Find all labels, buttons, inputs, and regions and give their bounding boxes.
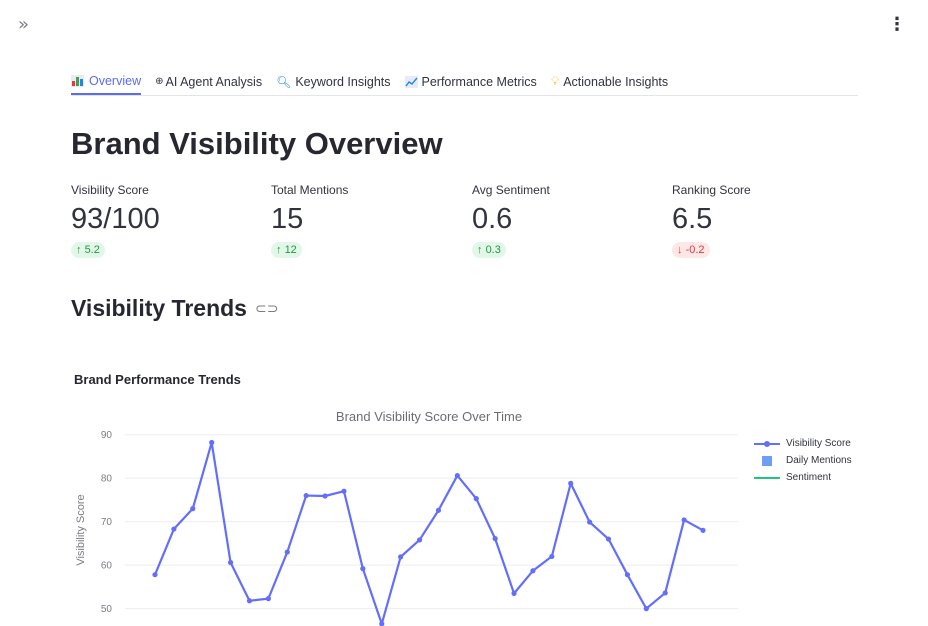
metric-visibility-score: Visibility Score 93/100 ↑ 5.2 [71, 183, 261, 258]
legend-swatch-bar [754, 455, 780, 466]
arrow-up-icon: ↑ [76, 244, 82, 256]
data-point[interactable] [322, 493, 328, 499]
page-title: Brand Visibility Overview [71, 126, 443, 161]
data-point[interactable] [624, 572, 631, 578]
legend-swatch-line [754, 473, 780, 483]
legend-label: Sentiment [786, 472, 832, 483]
data-point[interactable] [473, 496, 479, 502]
data-point[interactable] [662, 590, 668, 596]
data-point[interactable] [227, 559, 234, 566]
data-point[interactable] [681, 517, 687, 523]
section-title: Visibility Trends ⊂⊃ [71, 295, 278, 322]
metric-value: 93/100 [71, 203, 160, 235]
tab-ai-agent-analysis[interactable]: ⊕ AI Agent Analysis [155, 64, 262, 95]
metric-delta-value: -0.2 [685, 244, 705, 256]
data-point[interactable] [379, 621, 385, 626]
tab-label: Overview [89, 73, 142, 88]
data-point[interactable] [303, 492, 309, 499]
metric-label: Visibility Score [71, 183, 149, 197]
data-point[interactable] [284, 549, 290, 555]
chart-ylabel: Visibility Score [75, 494, 87, 565]
metric-label: Total Mentions [271, 183, 349, 197]
legend-label: Visibility Score [786, 438, 851, 449]
data-point[interactable] [360, 566, 366, 572]
data-point[interactable] [398, 554, 404, 560]
metric-label: Avg Sentiment [472, 183, 550, 197]
metric-total-mentions: Total Mentions 15 ↑ 12 [271, 183, 461, 258]
chart-y-ticks: 50 60 70 80 90 [101, 430, 113, 615]
metric-value: 15 [271, 203, 304, 235]
metric-delta: ↑ 0.3 [472, 242, 506, 258]
data-point[interactable] [209, 439, 215, 446]
legend-item-sentiment[interactable]: Sentiment [754, 469, 852, 486]
bar-chart-icon [71, 74, 84, 87]
chart-legend: Visibility Score Daily Mentions Sentimen… [754, 435, 852, 486]
data-point[interactable] [587, 519, 593, 525]
arrow-up-icon: ↑ [276, 244, 282, 256]
y-tick-label: 50 [101, 604, 113, 615]
data-point[interactable] [152, 572, 158, 578]
metric-avg-sentiment: Avg Sentiment 0.6 ↑ 0.3 [472, 183, 662, 258]
legend-item-visibility-score[interactable]: Visibility Score [754, 435, 852, 452]
magnifier-icon: 🔍︎ [276, 74, 292, 89]
tab-keyword-insights[interactable]: 🔍︎ Keyword Insights [276, 64, 390, 95]
data-point[interactable] [492, 536, 498, 542]
data-point[interactable] [341, 488, 347, 494]
metric-delta: ↓ -0.2 [672, 242, 710, 258]
metric-delta-value: 5.2 [84, 244, 100, 256]
data-point[interactable] [511, 590, 517, 596]
legend-swatch-line-marker [754, 439, 780, 449]
section-title-text: Visibility Trends [71, 295, 247, 321]
metric-ranking-score: Ranking Score 6.5 ↓ -0.2 [672, 183, 862, 258]
data-point[interactable] [246, 598, 253, 604]
y-tick-label: 60 [101, 561, 113, 572]
y-tick-label: 80 [101, 474, 113, 485]
tab-actionable-insights[interactable]: 💡︎ Actionable Insights [551, 64, 668, 95]
metric-value: 6.5 [672, 203, 713, 235]
data-point[interactable] [171, 526, 177, 532]
data-point[interactable] [265, 596, 271, 602]
data-point[interactable] [643, 606, 649, 612]
tab-label: Actionable Insights [563, 74, 669, 89]
metric-label: Ranking Score [672, 183, 751, 197]
data-point[interactable] [416, 537, 423, 543]
chart-heading: Brand Performance Trends [74, 372, 241, 387]
series-points [152, 439, 706, 626]
y-tick-label: 90 [101, 430, 113, 441]
y-tick-label: 70 [101, 517, 113, 528]
legend-item-daily-mentions[interactable]: Daily Mentions [754, 452, 852, 469]
anchor-link-icon[interactable]: ⊂⊃ [254, 300, 279, 317]
data-point[interactable] [568, 480, 574, 486]
main-menu-icon[interactable]: ⋮ [888, 14, 906, 35]
line-chart-icon [404, 75, 418, 88]
visibility-chart[interactable]: Brand Visibility Score Over Time Visibil… [60, 400, 750, 626]
metric-delta-value: 12 [284, 244, 297, 256]
agent-icon: ⊕ [155, 76, 164, 87]
arrow-down-icon: ↓ [677, 244, 683, 256]
legend-label: Daily Mentions [786, 455, 852, 466]
data-point[interactable] [435, 507, 442, 513]
series-line-visibility-score [153, 441, 704, 625]
sidebar-expand-icon[interactable]: » [18, 14, 29, 35]
chart-title: Brand Visibility Score Over Time [336, 409, 522, 424]
data-point[interactable] [530, 568, 536, 574]
data-point[interactable] [454, 472, 460, 479]
metric-delta: ↑ 5.2 [71, 242, 105, 258]
tab-overview[interactable]: Overview [71, 64, 142, 95]
tab-performance-metrics[interactable]: Performance Metrics [404, 64, 537, 95]
data-point[interactable] [190, 506, 196, 512]
metric-delta: ↑ 12 [271, 242, 302, 258]
tab-label: Performance Metrics [421, 74, 537, 89]
tab-label: AI Agent Analysis [165, 74, 263, 89]
tab-label: Keyword Insights [295, 74, 391, 89]
data-point[interactable] [605, 536, 612, 542]
data-point[interactable] [549, 553, 555, 560]
arrow-up-icon: ↑ [477, 244, 483, 256]
metric-delta-value: 0.3 [485, 244, 501, 256]
lightbulb-icon: 💡︎ [550, 74, 560, 88]
data-point[interactable] [700, 527, 706, 533]
tab-bar: Overview ⊕ AI Agent Analysis 🔍︎ Keyword … [71, 64, 858, 96]
metric-value: 0.6 [472, 203, 513, 235]
